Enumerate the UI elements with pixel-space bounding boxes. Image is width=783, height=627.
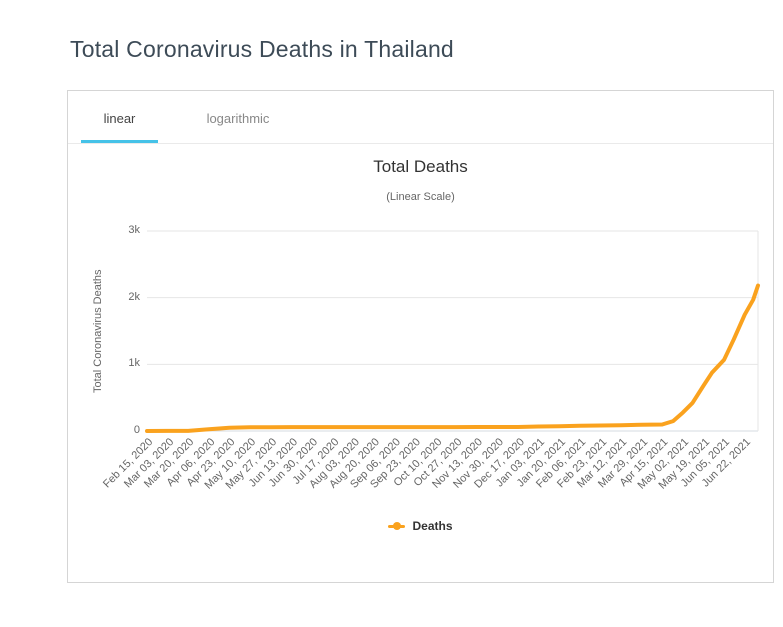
scale-tabs: linear logarithmic — [68, 91, 773, 144]
deaths-series-marker-icon — [388, 522, 406, 531]
chart-title: Total Deaths — [373, 157, 468, 176]
tab-logarithmic[interactable]: logarithmic — [206, 111, 270, 126]
chart-card: linear logarithmic Total Deaths (Linear … — [67, 90, 774, 583]
y-axis-tick-label: 2k — [128, 290, 140, 303]
chart-subtitle: (Linear Scale) — [386, 191, 455, 203]
tab-linear[interactable]: linear — [81, 111, 158, 143]
legend-item-deaths[interactable]: Deaths — [68, 519, 773, 533]
y-axis-tick-label: 3k — [128, 224, 140, 236]
y-axis-tick-label: 1k — [128, 357, 140, 370]
chart-area: Total Deaths (Linear Scale) Total Corona… — [68, 145, 773, 582]
legend-label: Deaths — [412, 519, 453, 533]
plot-canvas[interactable] — [68, 145, 773, 582]
y-axis-tick-label: 0 — [133, 424, 140, 436]
page-title: Total Coronavirus Deaths in Thailand — [70, 36, 454, 62]
